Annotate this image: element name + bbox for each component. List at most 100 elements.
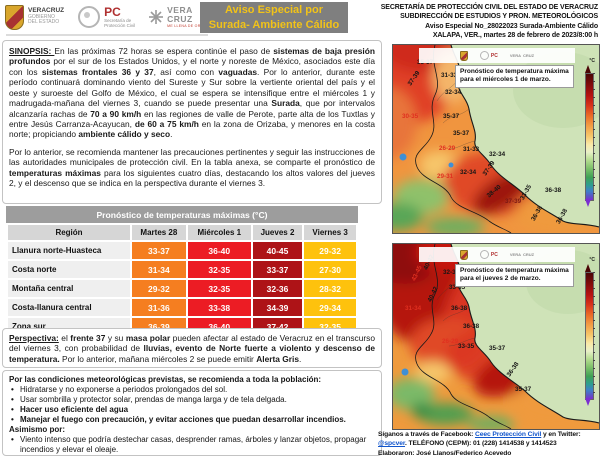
temp-value: 32-35 (187, 261, 251, 278)
scale-unit-label: °C (589, 257, 595, 263)
sun-star-icon (149, 10, 164, 24)
footer-line-2: @spcver. TELÉFONO (CEPM): 01 (228) 14145… (378, 440, 557, 448)
map-temp-label: 26-29 (442, 338, 459, 345)
veracruz-government-logo: VERACRUZ GOBIERNO DEL ESTADO (5, 4, 64, 30)
map-temp-label: 36-38 (545, 187, 562, 194)
org-line-4: XALAPA, VER., martes 28 de febrero de 20… (432, 32, 598, 40)
map-temp-label: 36-38 (505, 360, 521, 379)
footer-link[interactable]: Ceec Protección Civil (474, 431, 542, 438)
scale-unit-label: °C (589, 58, 595, 64)
recommendation-item: Manejar el fuego con precaución, y evita… (11, 415, 375, 425)
forecast-table-head-row: Región Martes 28 Miércoles 1 Jueves 2 Vierne… (8, 225, 356, 240)
map-temp-label: 35-37 (515, 386, 532, 393)
recommendations-list: Hidratarse y no exponerse a periodos pro… (9, 385, 375, 425)
advisory-title-line2: Surada- Ambiente Cálido (208, 18, 340, 31)
temp-value: 34-39 (252, 299, 303, 316)
table-row: Montaña central 29-32 32-35 32-36 28-32 (8, 280, 356, 297)
pc-sub1: Secretaría de (104, 17, 132, 23)
asimismo-label: Asimismo por: (9, 425, 66, 434)
forecast-table-section: Pronóstico de temperaturas máximas (°C) … (6, 206, 358, 337)
pc-abbr: PC (104, 4, 121, 19)
map-temp-label: 37-39 (481, 159, 497, 178)
recommendation-item: Hidratarse y no exponerse a periodos pro… (11, 385, 375, 395)
temp-value: 33-37 (132, 242, 186, 259)
pc-sub2: Protección Civil (104, 23, 136, 28)
advisory-title: Aviso Especial por Surada- Ambiente Cáli… (200, 2, 348, 33)
org-line-2: SUBDIRECCIÓN DE ESTUDIOS Y PRON. METEORO… (400, 13, 598, 21)
mini-seal-icon (479, 51, 489, 60)
column-header: Región (8, 225, 130, 240)
temp-value: 31-34 (132, 261, 186, 278)
map-temp-label: 33-35 (518, 183, 534, 202)
map-thursday-caption: Pronóstico de temperatura máxima para el… (455, 264, 574, 287)
column-header: Miércoles 1 (187, 225, 251, 240)
map-temp-label: 33-35 (449, 284, 466, 291)
footer-line-1: Síganos a través de Facebook: Ceec Prote… (378, 431, 581, 438)
header-logo-strip: VERACRUZ GOBIERNO DEL ESTADO PC Secretar… (5, 2, 214, 32)
table-row: Costa-llanura central 31-36 33-38 34-39 29-3… (8, 299, 356, 316)
perspectiva-section: Perspectiva: el frente 37 y su masa pola… (2, 328, 382, 368)
gov-logo-sub2: DEL ESTADO (28, 19, 60, 26)
temp-value: 36-40 (187, 242, 251, 259)
map-temp-label: 33-35 (458, 343, 475, 350)
temp-value: 27-30 (304, 261, 356, 278)
scale-arrow-down-icon (585, 398, 591, 406)
mini-pc-label: PC (490, 52, 498, 59)
map-temp-label: 36-38 (451, 305, 468, 312)
scale-ticks (593, 272, 595, 398)
veracruz-shield-icon (5, 4, 24, 30)
mini-vera-label: VERA (509, 52, 521, 58)
org-header: SECRETARÍA DE PROTECCIÓN CIVIL DEL ESTAD… (352, 3, 598, 41)
recommendation-item: Usar sombrilla y protector solar, prenda… (11, 395, 375, 405)
proteccion-civil-logo: PC Secretaría de Protección Civil (78, 6, 135, 28)
map-temp-label: 31-33 (463, 146, 480, 153)
scale-arrow-up-icon (585, 264, 591, 272)
advisory-title-line1: Aviso Especial por (224, 4, 324, 17)
map-temp-label: 37-39 (505, 198, 522, 205)
recommendations-intro: Por las condiciones meteorológicas previ… (9, 375, 322, 384)
map-temp-label: 36-38 (463, 323, 480, 330)
column-header: Jueves 2 (252, 225, 303, 240)
color-scale: °C (584, 257, 596, 414)
org-line-1: SECRETARÍA DE PROTECCIÓN CIVIL DEL ESTAD… (380, 4, 598, 11)
vera-word2: CRUZ (167, 13, 193, 24)
map-temp-label: 35-37 (453, 130, 470, 137)
map-temp-label: 40-42 (426, 285, 440, 304)
column-header: Viernes 3 (304, 225, 356, 240)
org-line-3: Aviso Especial No_28022023 Surada-Ambien… (425, 22, 598, 30)
map-temp-label: 31-33 (441, 72, 458, 79)
perspectiva-paragraph: Perspectiva: el frente 37 y su masa pola… (9, 333, 375, 364)
temp-value: 29-32 (304, 242, 356, 259)
map-temp-label: 29-31 (437, 173, 454, 180)
mini-pc-label: PC (490, 251, 498, 258)
sinopsis-section: SINOPSIS: En las próximas 72 horas se es… (2, 40, 382, 204)
color-scale: °C (584, 58, 596, 215)
vera-tagline: ME LLENA DE ORGULLO (167, 24, 214, 28)
forecast-table-title: Pronóstico de temperaturas máximas (°C) (6, 206, 358, 223)
map-temp-label: 32-35 (443, 269, 460, 276)
temp-value: 31-36 (132, 299, 186, 316)
table-row: Llanura norte-Huasteca 33-37 36-40 40-45 29-… (8, 242, 356, 259)
footer-link[interactable]: @spcver (378, 440, 406, 448)
temp-value: 29-34 (304, 299, 356, 316)
scale-arrow-up-icon (585, 65, 591, 73)
map-temp-label: 32-34 (445, 89, 462, 96)
temp-value: 28-32 (304, 280, 356, 297)
map-temp-label: 32-34 (489, 151, 506, 158)
table-row: Costa norte 31-34 32-35 33-37 27-30 (8, 261, 356, 278)
map-temp-label: 31-34 (405, 305, 422, 312)
temp-value: 29-32 (132, 280, 186, 297)
forecast-map-wednesday: PC VERA CRUZ Pronóstico de temperatura má… (392, 44, 600, 234)
region-name: Montaña central (8, 280, 130, 297)
map-temp-label: 32-34 (460, 169, 477, 176)
footer-contact: Síganos a través de Facebook: Ceec Prote… (378, 430, 598, 458)
mini-seal-icon (479, 250, 489, 259)
map-logo-strip: PC VERA CRUZ (419, 48, 575, 63)
temp-value: 33-38 (187, 299, 251, 316)
vera-word1: VERA (167, 5, 193, 15)
region-name: Costa norte (8, 261, 130, 278)
header-divider (6, 34, 208, 36)
forecast-table-body: Llanura norte-Huasteca 33-37 36-40 40-45 29-… (8, 242, 356, 335)
sinopsis-paragraph-1: SINOPSIS: En las próximas 72 horas se es… (9, 46, 376, 140)
